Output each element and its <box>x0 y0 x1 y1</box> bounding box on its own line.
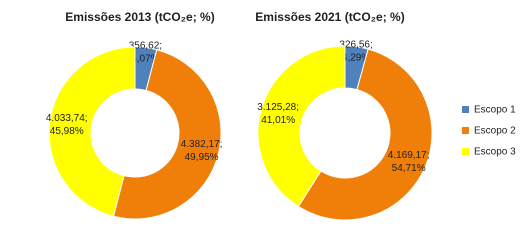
data-label: 54,71% <box>392 163 426 174</box>
legend-label: Escopo 3 <box>474 147 516 158</box>
legend-label: Escopo 1 <box>474 105 516 116</box>
legend-label: Escopo 2 <box>474 126 516 137</box>
legend-swatch <box>462 148 469 155</box>
data-label: 3.125,28; <box>257 102 299 113</box>
chart-title: Emissões 2021 (tCO₂e; %) <box>255 10 404 24</box>
donut-slice <box>257 45 346 208</box>
donut-slice <box>112 49 222 220</box>
legend-swatch <box>462 106 469 113</box>
data-label: 356,62; <box>129 41 162 52</box>
legend-swatch <box>462 127 469 134</box>
data-label: 4.033,74; <box>46 113 88 124</box>
data-label: 4.382,17; <box>181 139 223 150</box>
data-label: 49,95% <box>185 152 219 163</box>
data-label: 41,01% <box>261 115 295 126</box>
donut-slice <box>48 46 136 217</box>
data-label: 45,98% <box>50 126 84 137</box>
data-label: 326,56; <box>339 40 372 51</box>
data-label: 4,29% <box>342 53 370 64</box>
data-label: 4.169,17; <box>388 150 430 161</box>
chart-title: Emissões 2013 (tCO₂e; %) <box>65 10 214 24</box>
donut-slice <box>297 48 433 221</box>
data-label: 4,07% <box>131 54 159 65</box>
